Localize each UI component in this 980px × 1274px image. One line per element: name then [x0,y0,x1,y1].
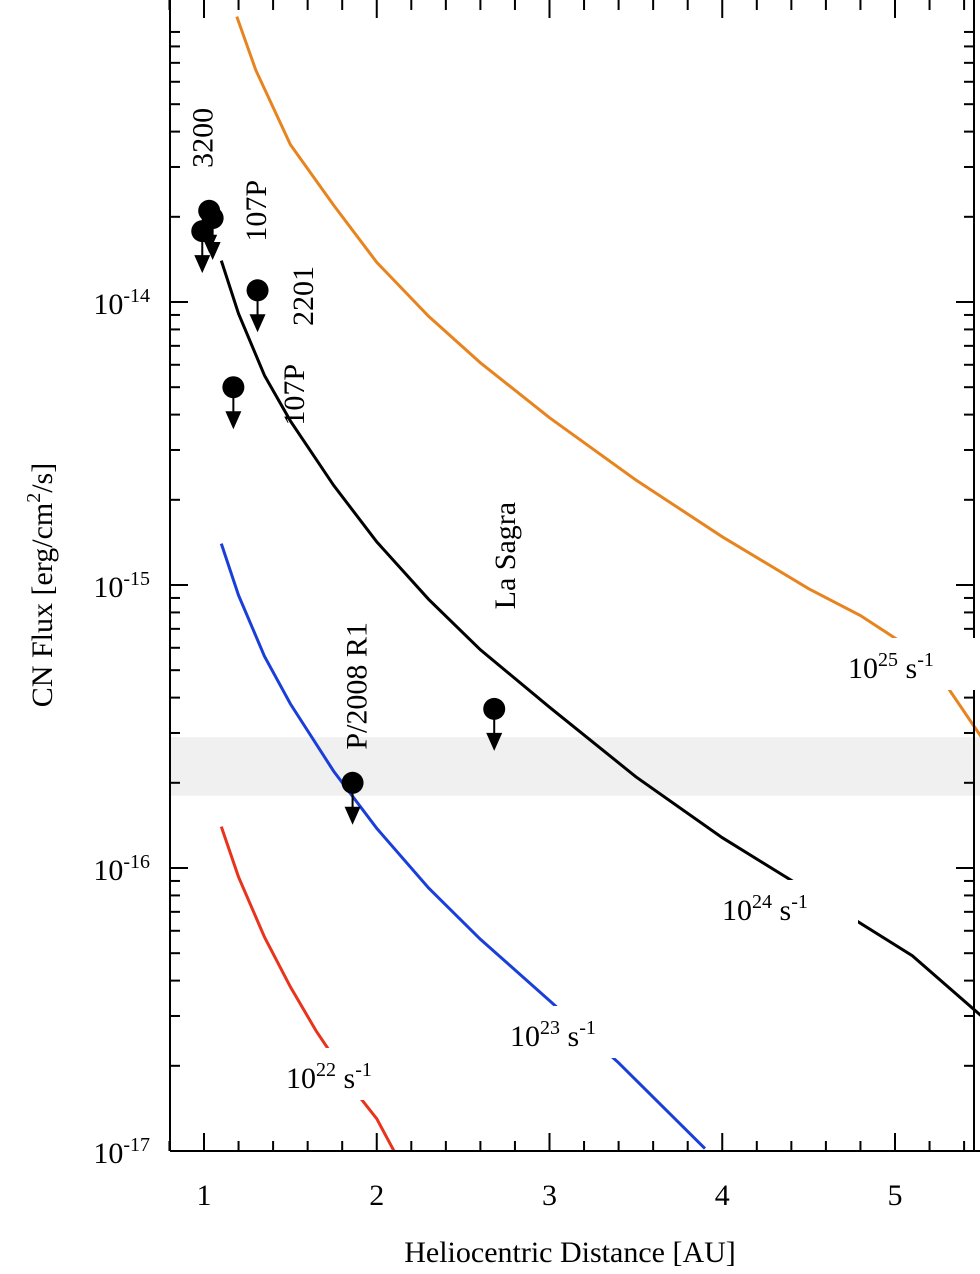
points-layer [191,199,506,825]
x-tick-label: 1 [197,1179,212,1212]
upper-limit-arrow [486,732,503,751]
y-axis-title: CN Flux [erg/cm2/s] [23,463,59,707]
series-label-23: 1023 s-1 [510,1017,596,1053]
axes-layer: 1 2 3 4 5 10-17 10-16 10-15 10-14 Heliocentric Di… [23,0,980,1269]
upper-limit-arrow [194,255,211,274]
point-label: 107P [240,180,273,242]
y-tick-label: 10-16 [93,851,150,887]
point-label: 3200 [187,108,220,168]
point-label: 107P [278,364,311,426]
shaded-band [170,737,980,796]
series-line-25 [235,16,980,738]
x-tick-label: 5 [888,1179,903,1212]
series-label-24: 1024 s-1 [722,891,808,927]
x-axis-title: Heliocentric Distance [AU] [404,1236,736,1269]
upper-limit-arrow [204,242,221,261]
series-label-25: 1025 s-1 [848,649,934,685]
x-tick-label: 3 [542,1179,557,1212]
series-label-22: 1022 s-1 [286,1059,372,1095]
x-tick-label: 2 [369,1179,384,1212]
series-label-bg [280,1048,404,1100]
upper-limit-arrow [344,806,361,825]
point-label: La Sagra [489,502,522,609]
y-tick-label: 10-17 [93,1134,150,1170]
series-label-bg [842,638,980,690]
point-label: 2201 [287,266,320,326]
upper-limit-arrow [225,411,242,430]
y-tick-label: 10-15 [93,568,150,604]
point-label: P/2008 R1 [340,622,373,750]
y-tick-label: 10-14 [93,285,150,321]
x-tick-label: 4 [715,1179,730,1212]
labels-layer: 1025 s-1 1024 s-1 1023 s-1 1022 s-1 3200 107P… [187,108,980,1100]
upper-limit-arrow [249,314,266,333]
series-label-bg [504,1006,642,1058]
series-line-22 [219,826,396,1151]
series-layer [219,16,980,1151]
series-label-bg [716,880,858,932]
